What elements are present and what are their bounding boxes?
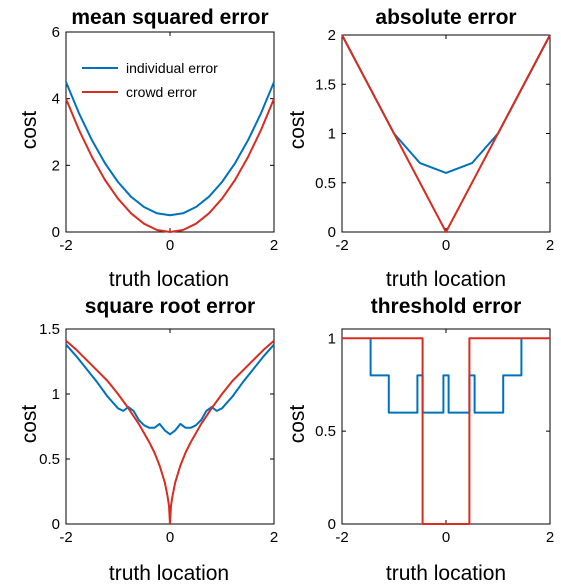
y-tick-label: 2 [328,27,336,44]
axes-box [341,34,551,233]
panel-title: mean squared error [71,6,269,29]
x-tick-label: 0 [166,529,174,546]
y-tick-label: 0 [52,516,60,533]
x-tick-label: 0 [166,237,174,254]
x-tick-label: 2 [270,529,278,546]
y-tick-label: 0.5 [315,175,336,192]
y-tick-label: 0.5 [39,451,60,468]
y-tick-label: 2 [52,157,60,174]
y-tick-label: 1.5 [39,321,60,338]
x-axis-label: truth location [108,562,230,585]
x-tick-label: -2 [335,529,348,546]
x-tick-label: 2 [546,237,554,254]
x-tick-label: -2 [59,529,72,546]
y-tick-label: 0 [328,224,336,241]
panel-title: square root error [84,295,256,318]
individual-error-line [65,81,275,217]
individual-error-line [369,338,523,414]
x-tick-label: -2 [335,237,348,254]
y-tick-label: 0 [328,516,336,533]
crowd-error-line [342,337,550,525]
y-tick-label: 1 [328,126,336,143]
x-axis-label: truth location [108,268,230,291]
panel-title: threshold error [370,295,522,318]
axes-box [65,328,275,525]
x-tick-label: 0 [442,237,450,254]
y-tick-label: 0.5 [315,423,336,440]
axes-box [341,328,551,525]
panel-threshold-error: threshold error cost truth location -2 0 2… [280,294,561,588]
y-tick-label: 1 [328,330,336,347]
y-tick-label: 4 [52,91,60,108]
plot-area: -2 0 200.51 [315,328,554,546]
plot-area: -2 0 200.511.5 [39,321,278,546]
individual-error-line [341,34,551,174]
panel-title: absolute error [375,6,517,29]
y-tick-label: 1.5 [315,76,336,93]
y-tick-label: 1 [52,386,60,403]
x-tick-label: 2 [270,237,278,254]
x-axis-label: truth location [385,268,507,291]
x-axis-label: truth location [385,562,507,585]
legend-entry: crowd error [126,84,197,100]
crowd-error-line [341,34,551,233]
panel-square-root-error: square root error cost truth location -2… [0,294,280,588]
panel-absolute-error: absolute error cost truth location -2 0 2 0… [280,0,561,294]
legend-entry: individual error [126,60,218,76]
crowd-error-line [65,98,275,233]
x-tick-label: 2 [546,529,554,546]
crowd-error-line [65,339,275,525]
individual-error-line [65,343,275,436]
y-tick-label: 6 [52,24,60,41]
panel-mean-squared-error: mean squared error cost truth location -… [0,0,280,294]
x-tick-label: -2 [59,237,72,254]
plot-area: -2 0 200.511.52 [315,27,554,254]
x-tick-label: 0 [442,529,450,546]
y-tick-label: 0 [52,224,60,241]
